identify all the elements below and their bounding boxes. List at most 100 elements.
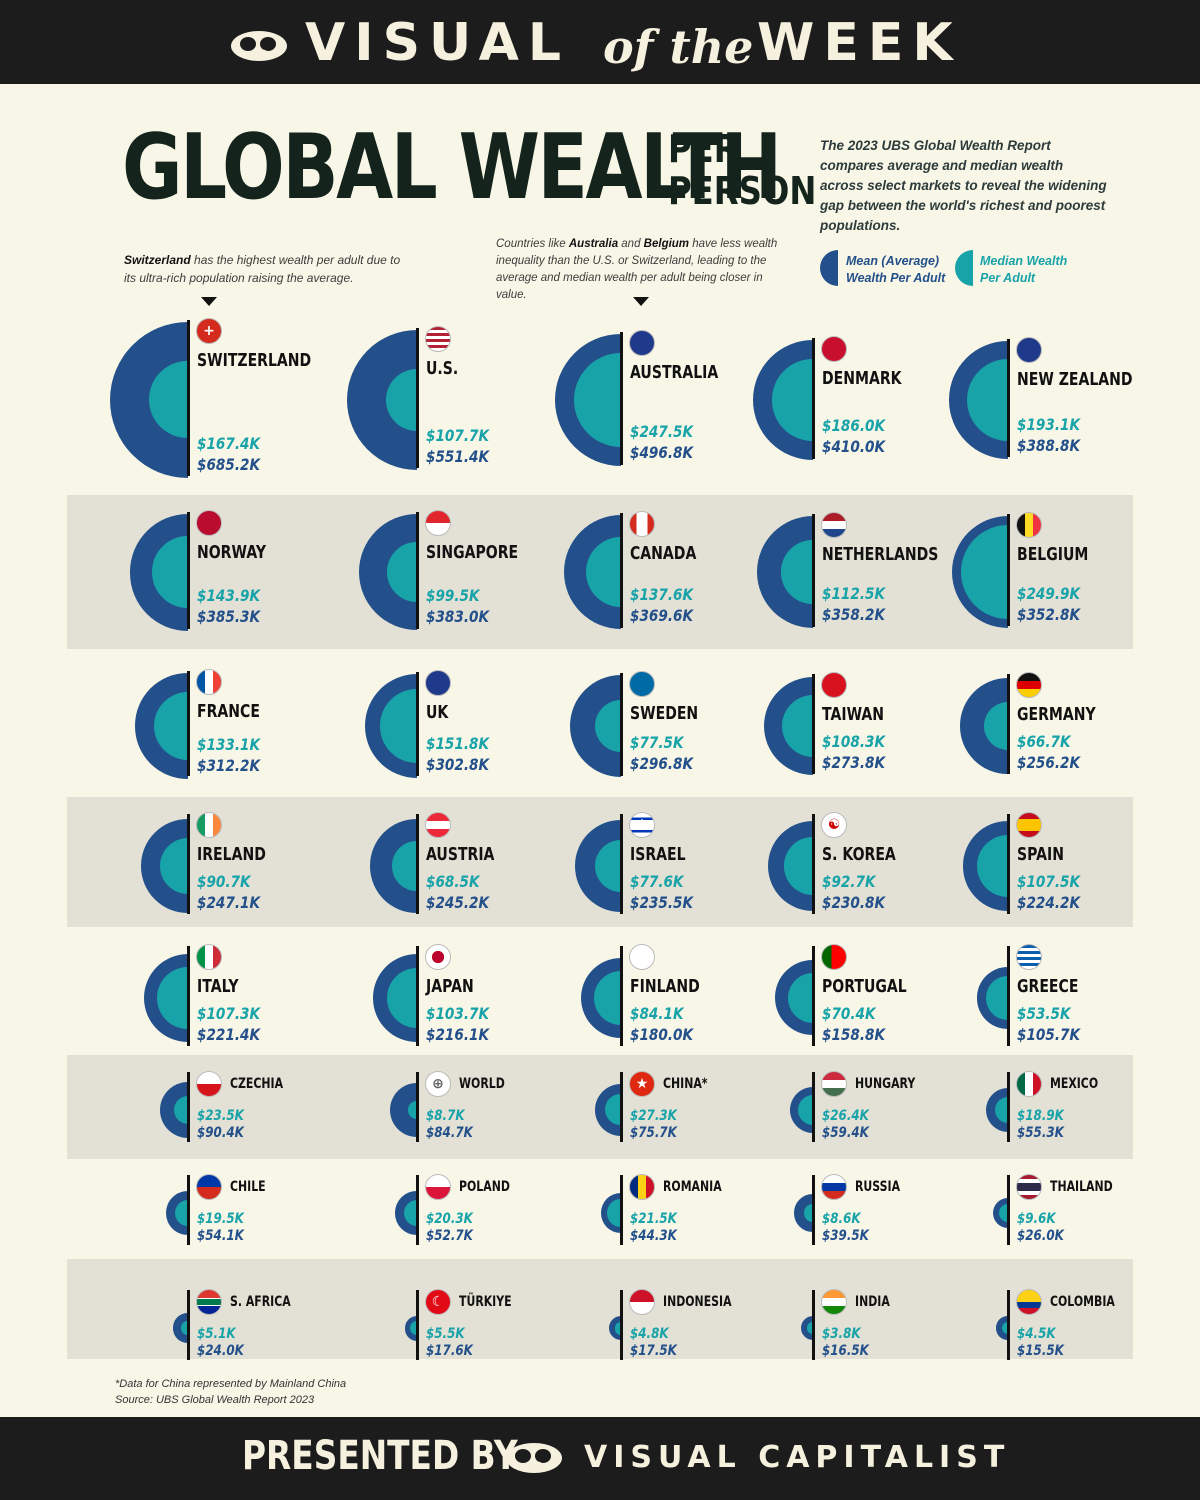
country-name: BELGIUM: [1017, 544, 1089, 566]
country-name: HUNGARY: [855, 1076, 916, 1092]
uk-flag-icon: [425, 670, 451, 696]
brand-name: VISUAL CAPITALIST: [584, 1440, 1011, 1475]
country-name: JAPAN: [426, 976, 474, 997]
za-flag-icon: [196, 1289, 222, 1315]
co-flag-icon: [1016, 1289, 1042, 1315]
median-semicircle: [804, 1204, 813, 1222]
country-name: WORLD: [459, 1076, 505, 1092]
mean-value: $388.8K: [1017, 435, 1081, 455]
axis-line: [416, 1290, 419, 1360]
ca-flag-icon: [629, 511, 655, 537]
footnote-china: *Data for China represented by Mainland …: [115, 1378, 347, 1390]
note-switzerland: Switzerland has the highest wealth per a…: [124, 251, 404, 287]
axis-line: [620, 332, 623, 465]
median-semicircle: [174, 1199, 188, 1227]
median-value: $247.5K: [630, 422, 694, 442]
page-title-sub: PER PERSON: [668, 128, 816, 212]
axis-line: [620, 1290, 623, 1360]
mean-value: $59.4K: [822, 1125, 869, 1141]
country-name: RUSSIA: [855, 1179, 901, 1195]
axis-line: [1007, 1290, 1010, 1360]
median-value: $112.5K: [822, 584, 886, 604]
country-name: FRANCE: [197, 701, 260, 723]
pl-flag-icon: [425, 1174, 451, 1200]
mean-value: $54.1K: [197, 1228, 244, 1244]
note-left-bold: Switzerland: [124, 253, 191, 267]
median-value: $23.5K: [197, 1108, 244, 1124]
it-flag-icon: [196, 944, 222, 970]
median-value: $249.9K: [1017, 583, 1081, 603]
median-value: $103.7K: [426, 1004, 490, 1023]
median-semicircle: [607, 1199, 621, 1227]
axis-line: [416, 946, 419, 1046]
axis-line: [187, 1072, 190, 1142]
axis-line: [812, 674, 815, 774]
mean-value: $247.1K: [197, 893, 261, 912]
legend-median: Median Wealth Per Adult: [980, 253, 1067, 287]
il-flag-icon: ✡: [629, 812, 655, 838]
country-name: PORTUGAL: [822, 976, 907, 997]
median-value: $8.6K: [822, 1211, 861, 1227]
title-per: PER: [668, 127, 739, 171]
mean-value: $352.8K: [1017, 604, 1081, 624]
header-week: WEEK: [757, 13, 962, 73]
th-flag-icon: [1016, 1174, 1042, 1200]
median-value: $107.7K: [426, 425, 490, 445]
axis-line: [416, 328, 419, 468]
gr-flag-icon: [1016, 944, 1042, 970]
axis-line: [1007, 814, 1010, 914]
ch-flag-icon: +: [196, 318, 222, 344]
visual-capitalist-logo-icon: [506, 1443, 562, 1473]
axis-line: [812, 1290, 815, 1360]
country-name: FINLAND: [630, 976, 700, 997]
median-value: $107.3K: [197, 1004, 261, 1023]
mean-value: $551.4K: [426, 446, 490, 466]
median-semicircle: [1001, 1321, 1008, 1335]
axis-line: [416, 672, 419, 776]
arrow-down-icon: [633, 297, 649, 306]
country-name: AUSTRIA: [426, 844, 495, 865]
axis-line: [812, 1072, 815, 1142]
median-value: $137.6K: [630, 585, 694, 605]
country-name: SINGAPORE: [426, 541, 519, 563]
mean-value: $383.0K: [426, 607, 490, 627]
country-name: MEXICO: [1050, 1076, 1099, 1092]
country-name: ITALY: [197, 976, 239, 997]
mean-value: $685.2K: [197, 455, 261, 474]
mean-value: $221.4K: [197, 1025, 261, 1044]
at-flag-icon: [425, 812, 451, 838]
note-australia-belgium: Countries like Australia and Belgium hav…: [496, 236, 796, 304]
median-value: $18.9K: [1017, 1108, 1064, 1124]
median-semicircle: [410, 1321, 417, 1335]
axis-line: [416, 512, 419, 629]
median-value: $108.3K: [822, 732, 886, 751]
legend-median-line2: Per Adult: [980, 271, 1036, 285]
median-value: $84.1K: [630, 1004, 684, 1023]
median-semicircle: [605, 1094, 621, 1126]
axis-line: [620, 1072, 623, 1142]
median-value: $143.9K: [197, 586, 261, 606]
median-semicircle: [403, 1199, 417, 1227]
axis-line: [416, 1175, 419, 1245]
country-name: THAILAND: [1050, 1179, 1113, 1195]
mean-value: $39.5K: [822, 1228, 869, 1244]
median-value: $133.1K: [197, 734, 261, 754]
axis-line: [1007, 1072, 1010, 1142]
median-value: $20.3K: [426, 1211, 473, 1227]
country-name: AUSTRALIA: [630, 361, 719, 383]
cz-flag-icon: [196, 1071, 222, 1097]
country-name: GREECE: [1017, 976, 1079, 997]
axis-line: [416, 1072, 419, 1142]
footer-bar: [0, 1417, 1200, 1500]
mean-value: $24.0K: [197, 1343, 244, 1359]
median-value: $70.4K: [822, 1004, 876, 1023]
mean-value: $256.2K: [1017, 753, 1081, 772]
mean-value: $90.4K: [197, 1125, 244, 1141]
ro-flag-icon: [629, 1174, 655, 1200]
footnote-source: Source: UBS Global Wealth Report 2023: [115, 1394, 315, 1406]
axis-line: [620, 673, 623, 776]
country-name: S. KOREA: [822, 844, 896, 865]
cl-flag-icon: [196, 1174, 222, 1200]
header-visual: VISUAL: [305, 13, 571, 73]
axis-line: [187, 946, 190, 1046]
